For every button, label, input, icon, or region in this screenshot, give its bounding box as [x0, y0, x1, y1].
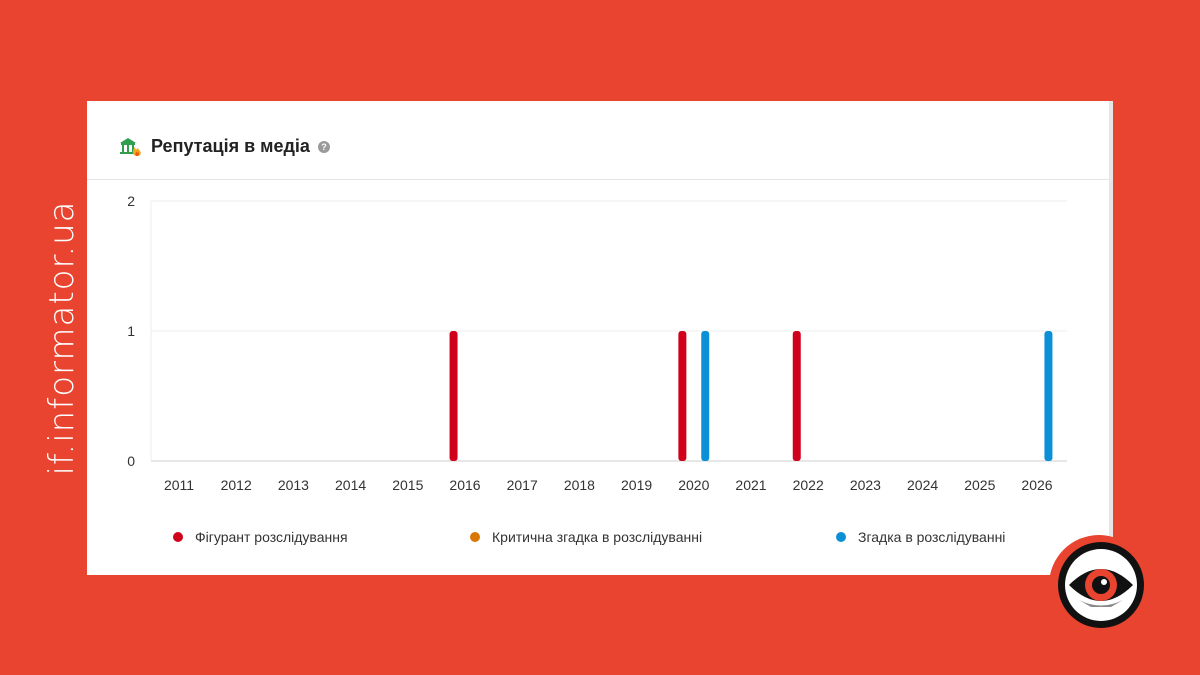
x-tick-label-11: 2022 [793, 477, 824, 493]
x-tick-label-3: 2014 [335, 477, 366, 493]
x-tick-label-10: 2021 [735, 477, 766, 493]
media-reputation-card: Репутація в медіа ? 0 1 2 2011 2012 2013 2014… [87, 101, 1113, 575]
eye-logo-icon [1049, 535, 1149, 635]
card-header: Репутація в медіа ? [87, 101, 1109, 180]
x-tick-label-2: 2013 [278, 477, 309, 493]
x-tick-label-8: 2019 [621, 477, 652, 493]
x-tick-label-1: 2012 [221, 477, 252, 493]
bar-2-0[interactable] [701, 331, 710, 461]
bar-0-0[interactable] [449, 331, 458, 461]
legend-item-0[interactable]: Фігурант розслідування [173, 528, 348, 546]
legend-dot-1 [470, 532, 480, 542]
x-tick-label-4: 2015 [392, 477, 423, 493]
legend-item-1[interactable]: Критична згадка в розслідуванні [470, 528, 702, 546]
y-axis-ticks: 0 1 2 [127, 193, 135, 469]
legend-item-2[interactable]: Згадка в розслідуванні [836, 528, 1005, 546]
x-tick-label-6: 2017 [507, 477, 538, 493]
x-axis-ticks: 2011 2012 2013 2014 2015 2016 2017 2018 2019 2020… [164, 477, 1053, 493]
legend-label-0: Фігурант розслідування [195, 529, 348, 545]
x-tick-label-13: 2024 [907, 477, 938, 493]
help-icon[interactable]: ? [318, 141, 330, 153]
card-title: Репутація в медіа [151, 136, 310, 156]
chart-grid [150, 200, 1067, 462]
bar-2-1[interactable] [1044, 331, 1053, 461]
y-tick-label-2: 2 [127, 193, 135, 209]
x-tick-label-12: 2023 [850, 477, 881, 493]
reputation-chart: 0 1 2 2011 2012 2013 2014 2015 2016 2017 2018 2019… [127, 193, 1067, 493]
y-tick-label-1: 1 [127, 323, 135, 339]
site-brand: if.informator.ua [42, 200, 82, 476]
x-tick-label-9: 2020 [678, 477, 709, 493]
legend-dot-0 [173, 532, 183, 542]
bar-0-2[interactable] [792, 331, 801, 461]
y-tick-label-0: 0 [127, 453, 135, 469]
bank-fire-icon [120, 138, 141, 156]
x-tick-label-15: 2026 [1021, 477, 1052, 493]
x-tick-label-14: 2025 [964, 477, 995, 493]
chart-bars [449, 331, 1053, 461]
legend-dot-2 [836, 532, 846, 542]
legend-label-1: Критична згадка в розслідуванні [492, 529, 703, 545]
bar-0-1[interactable] [678, 331, 687, 461]
x-tick-label-0: 2011 [164, 477, 194, 493]
x-tick-label-7: 2018 [564, 477, 595, 493]
legend-label-2: Згадка в розслідуванні [858, 529, 1006, 545]
x-tick-label-5: 2016 [449, 477, 480, 493]
